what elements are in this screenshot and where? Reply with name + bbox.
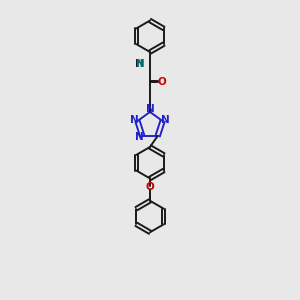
Text: O: O — [146, 182, 154, 192]
Text: N: N — [136, 59, 145, 69]
Text: H: H — [135, 59, 143, 69]
Text: N: N — [161, 115, 170, 124]
Text: N: N — [130, 115, 139, 124]
Text: O: O — [157, 77, 166, 88]
Text: N: N — [135, 132, 144, 142]
Text: N: N — [146, 104, 154, 114]
